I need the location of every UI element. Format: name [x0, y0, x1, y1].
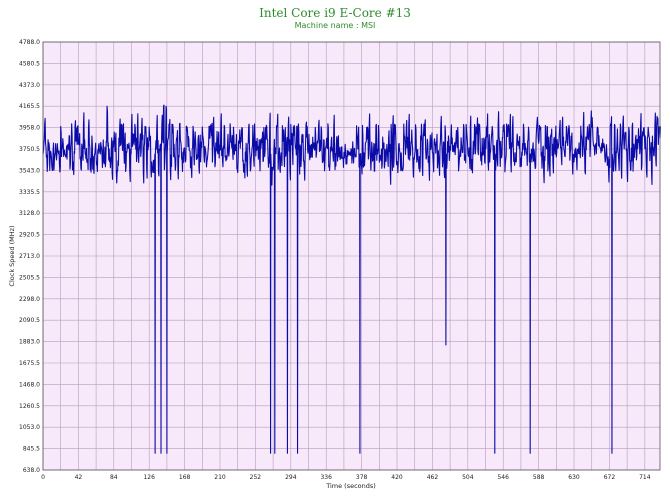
- x-tick-label: 210: [214, 474, 226, 481]
- x-tick-label: 168: [179, 474, 191, 481]
- y-tick-label: 4580.5: [19, 60, 40, 67]
- y-tick-label: 2298.0: [19, 296, 40, 303]
- tick-labels: 4788.0 4580.5 4373.0 4165.5 3958.0 3750.5 3543…: [19, 39, 651, 481]
- chart-subtitle: Machine name : MSI: [294, 21, 376, 30]
- x-tick-label: 630: [568, 474, 580, 481]
- y-tick-label: 2920.5: [19, 232, 40, 239]
- x-tick-label: 336: [320, 474, 332, 481]
- y-tick-label: 638.0: [23, 467, 40, 474]
- x-tick-label: 378: [356, 474, 368, 481]
- x-tick-label: 0: [41, 474, 45, 481]
- chart-title: Intel Core i9 E-Core #13: [259, 6, 411, 20]
- y-tick-label: 845.5: [23, 446, 40, 453]
- x-tick-label: 672: [604, 474, 616, 481]
- x-tick-label: 420: [391, 474, 403, 481]
- x-tick-label: 126: [143, 474, 155, 481]
- x-axis-label: Time (seconds): [325, 482, 376, 490]
- grid-lines: [42, 41, 660, 471]
- x-tick-label: 42: [75, 474, 83, 481]
- series-layer: [42, 104, 661, 454]
- y-tick-label: 3750.5: [19, 146, 40, 153]
- y-tick-label: 2090.5: [19, 317, 40, 324]
- y-tick-label: 4373.0: [19, 82, 40, 89]
- x-tick-label: 504: [462, 474, 474, 481]
- x-tick-label: 462: [427, 474, 439, 481]
- plot-border: [42, 41, 661, 471]
- y-tick-label: 1468.0: [19, 381, 40, 388]
- x-tick-label: 714: [639, 474, 651, 481]
- y-tick-label: 4165.5: [19, 103, 40, 110]
- y-tick-label: 2713.0: [19, 253, 40, 260]
- y-tick-label: 2505.5: [19, 274, 40, 281]
- x-tick-label: 588: [533, 474, 545, 481]
- y-tick-label: 1053.0: [19, 424, 40, 431]
- y-tick-label: 1260.5: [19, 403, 40, 410]
- clock-speed-series-line: [42, 104, 661, 454]
- x-tick-label: 546: [497, 474, 509, 481]
- x-tick-label: 252: [250, 474, 262, 481]
- y-tick-label: 1883.0: [19, 339, 40, 346]
- y-axis-label: Clock Speed (MHz): [8, 225, 16, 286]
- y-tick-label: 3128.0: [19, 210, 40, 217]
- y-tick-label: 3543.0: [19, 167, 40, 174]
- x-tick-label: 294: [285, 474, 297, 481]
- y-tick-label: 3335.5: [19, 189, 40, 196]
- y-tick-label: 4788.0: [19, 39, 40, 46]
- x-tick-label: 84: [110, 474, 118, 481]
- y-tick-label: 3958.0: [19, 125, 40, 132]
- y-tick-label: 1675.5: [19, 360, 40, 367]
